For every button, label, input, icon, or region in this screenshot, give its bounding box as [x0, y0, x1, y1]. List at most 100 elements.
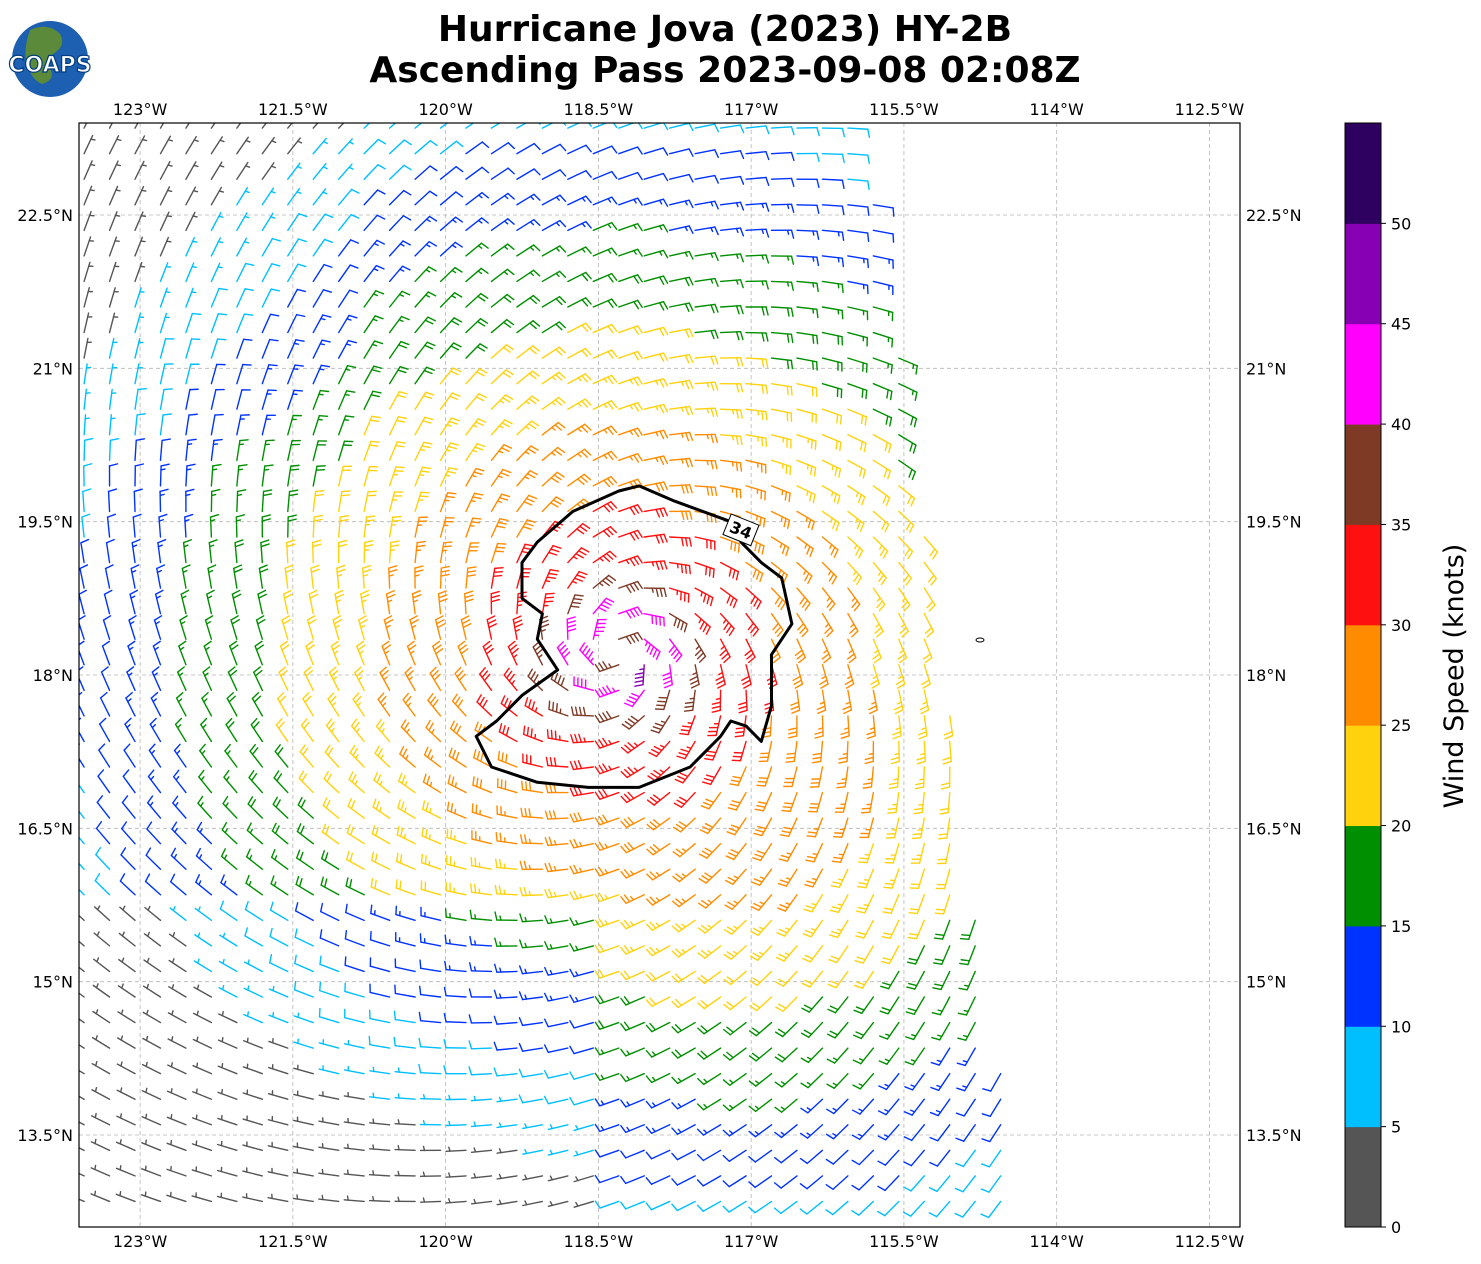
wind-barb [672, 868, 696, 883]
wind-barb [402, 692, 416, 717]
wind-barb [210, 212, 224, 232]
wind-barb [923, 536, 939, 560]
wind-barb [541, 396, 566, 410]
wind-barb [236, 136, 251, 155]
wind-barb [443, 1012, 467, 1024]
wind-barb [395, 931, 416, 947]
wind-barb [821, 536, 839, 558]
wind-barb [293, 980, 314, 998]
wind-barb [800, 1047, 824, 1064]
lat-tick-label-left: 21°N [33, 359, 73, 378]
wind-barb [273, 770, 289, 794]
wind-barb [809, 766, 824, 788]
wind-barb [567, 473, 592, 487]
wind-barb [423, 746, 442, 768]
wind-barb [643, 147, 669, 156]
wind-barb [592, 400, 618, 410]
wind-barb [516, 218, 541, 232]
wind-barb [905, 996, 925, 1015]
wind-barb [573, 1175, 595, 1183]
wind-barb [545, 783, 569, 794]
wind-barb [328, 666, 340, 692]
wind-barb [796, 459, 817, 477]
wind-barb [668, 250, 694, 260]
wind-barb [425, 719, 442, 743]
wind-barb [468, 988, 493, 998]
wind-barb [851, 1124, 875, 1141]
wind-barb [541, 346, 566, 359]
wind-barb [217, 1062, 238, 1075]
wind-barb [668, 612, 688, 633]
wind-barb [745, 306, 769, 316]
wind-barb [363, 138, 387, 155]
wind-barb [439, 392, 461, 410]
wind-barb [846, 638, 857, 664]
wind-barb [573, 1149, 595, 1157]
wind-barb [876, 1200, 900, 1217]
wind-barb [516, 142, 541, 155]
wind-barb [275, 718, 289, 743]
wind-barb [261, 338, 279, 359]
wind-barb [432, 640, 444, 666]
wind-barb [959, 945, 976, 966]
colorbar-segment [1345, 524, 1381, 626]
wind-barb [220, 874, 238, 896]
wind-barb [118, 957, 136, 973]
wind-barb [928, 1175, 951, 1193]
wind-barb [847, 357, 868, 373]
wind-barb [620, 740, 645, 754]
wind-barb [261, 464, 274, 487]
wind-barb [267, 1141, 289, 1152]
wind-barb [522, 753, 544, 768]
wind-barb [445, 1094, 467, 1101]
wind-barb [92, 1009, 111, 1024]
wind-barb [676, 740, 696, 760]
wind-barb [80, 538, 90, 564]
wind-barb [217, 1114, 238, 1126]
wind-barb [821, 408, 843, 425]
wind-barb [643, 378, 669, 388]
wind-barb [694, 381, 719, 392]
wind-barb [444, 960, 467, 973]
wind-barb [722, 1072, 747, 1086]
wind-barb [872, 229, 895, 243]
wind-barb [821, 612, 834, 638]
wind-barb [90, 1138, 111, 1152]
wind-barb [774, 1072, 798, 1088]
wind-barb [482, 640, 494, 666]
wind-barb [170, 873, 187, 896]
wind-barb [490, 444, 513, 462]
wind-barb [394, 1119, 416, 1126]
wind-barb [847, 612, 859, 638]
wind-barb [185, 135, 199, 155]
wind-barb [159, 262, 172, 283]
wind-barb [826, 1047, 849, 1064]
wind-barb [464, 590, 474, 615]
wind-barb [152, 640, 162, 666]
wind-barb [668, 379, 694, 390]
wind-barb [418, 1011, 442, 1024]
wind-barb [594, 1020, 620, 1030]
wind-barb [227, 666, 238, 692]
wind-barb [804, 868, 824, 888]
wind-barb [719, 561, 740, 581]
wind-barb [847, 382, 868, 400]
wind-barb [671, 1072, 696, 1085]
wind-barb [97, 769, 111, 794]
wind-barb [567, 570, 588, 589]
wind-barb [929, 1124, 951, 1142]
wind-barb [470, 1095, 493, 1102]
wind-barb [134, 135, 148, 155]
wind-barb [556, 641, 571, 666]
wind-barb [418, 985, 442, 998]
wind-barb [242, 1167, 264, 1177]
wind-barb [126, 666, 136, 692]
wind-barb [414, 215, 438, 232]
wind-barb [248, 770, 264, 794]
wind-barb [643, 198, 669, 208]
wind-barb [363, 340, 384, 359]
wind-barb [490, 468, 512, 487]
wind-barb [363, 490, 377, 513]
wind-barb [853, 996, 875, 1015]
wind-barb [567, 594, 584, 615]
